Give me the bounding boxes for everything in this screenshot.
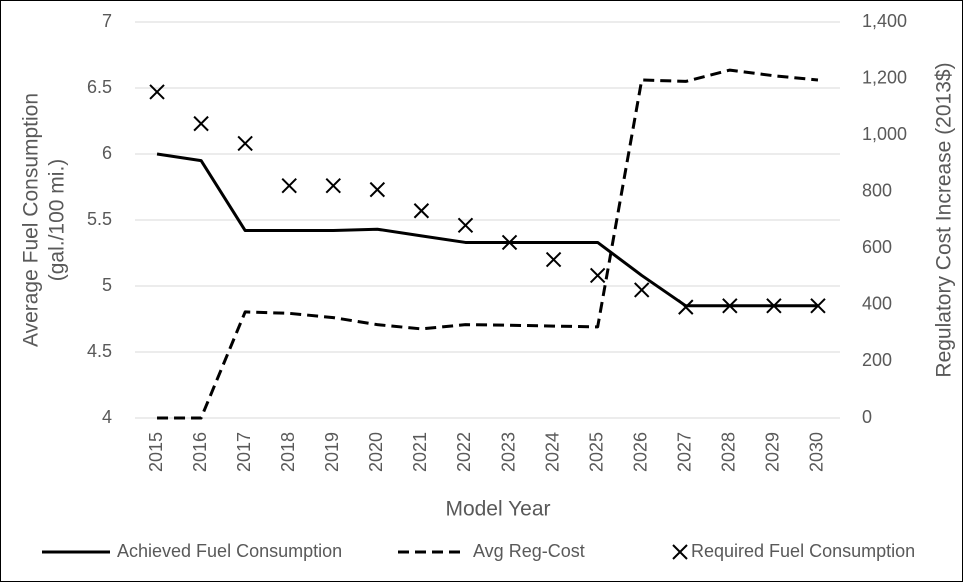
x-tick-label: 2026 xyxy=(630,432,650,472)
y2-tick-label: 1,400 xyxy=(862,11,907,31)
x-axis-title: Model Year xyxy=(445,498,550,521)
legend-label: Achieved Fuel Consumption xyxy=(117,541,342,561)
y-tick-label: 7 xyxy=(102,11,112,31)
y-tick-label: 5 xyxy=(102,275,112,295)
marker xyxy=(149,84,165,100)
marker xyxy=(678,299,694,315)
y2-tick-label: 1,200 xyxy=(862,67,907,87)
x-tick-label: 2030 xyxy=(807,432,827,472)
x-tick-label: 2024 xyxy=(542,432,562,472)
marker xyxy=(281,177,297,194)
y-tick-label: 4 xyxy=(102,407,112,427)
marker xyxy=(501,234,518,251)
x-tick-label: 2017 xyxy=(234,432,254,472)
y-tick-label: 6 xyxy=(102,143,112,163)
marker xyxy=(457,217,474,233)
x-tick-label: 2023 xyxy=(498,432,518,472)
marker xyxy=(413,203,430,219)
line xyxy=(157,68,819,420)
y2-tick-label: 200 xyxy=(862,350,892,370)
y2-tick-label: 0 xyxy=(862,407,872,427)
marker xyxy=(193,115,209,132)
marker xyxy=(545,251,562,268)
x-tick-label: 2022 xyxy=(454,432,474,472)
x-tick-label: 2020 xyxy=(366,432,386,472)
legend-label: Avg Reg-Cost xyxy=(473,541,585,561)
x-tick-label: 2027 xyxy=(675,432,695,472)
x-tick-label: 2015 xyxy=(146,432,166,472)
y-axis-title: (gal./100 mi.) xyxy=(46,159,69,282)
marker xyxy=(325,177,341,194)
y2-tick-label: 400 xyxy=(862,294,892,314)
marker xyxy=(237,135,253,152)
y-tick-label: 5.5 xyxy=(87,209,112,229)
marker xyxy=(369,181,386,198)
y2-tick-label: 600 xyxy=(862,237,892,257)
x-tick-label: 2025 xyxy=(586,432,606,472)
legend-label: Required Fuel Consumption xyxy=(691,541,915,561)
y-axis-title: Average Fuel Consumption xyxy=(20,93,43,347)
x-tick-label: 2018 xyxy=(278,432,298,472)
marker xyxy=(634,282,650,298)
legend-swatch xyxy=(672,544,688,560)
y-tick-label: 6.5 xyxy=(87,77,112,97)
x-tick-label: 2016 xyxy=(190,432,210,472)
x-tick-label: 2019 xyxy=(322,432,342,472)
marker xyxy=(589,267,606,284)
line xyxy=(156,152,818,308)
x-tick-label: 2029 xyxy=(763,432,783,472)
y-tick-label: 4.5 xyxy=(87,341,112,361)
y2-tick-label: 800 xyxy=(862,180,892,200)
y2-axis-title: Regulatory Cost Increase (2013$) xyxy=(933,62,956,377)
x-tick-label: 2028 xyxy=(719,432,739,472)
y2-tick-label: 1,000 xyxy=(862,124,907,144)
marker xyxy=(810,298,826,314)
marker xyxy=(722,298,738,314)
x-tick-label: 2021 xyxy=(410,432,430,472)
marker xyxy=(766,298,782,314)
